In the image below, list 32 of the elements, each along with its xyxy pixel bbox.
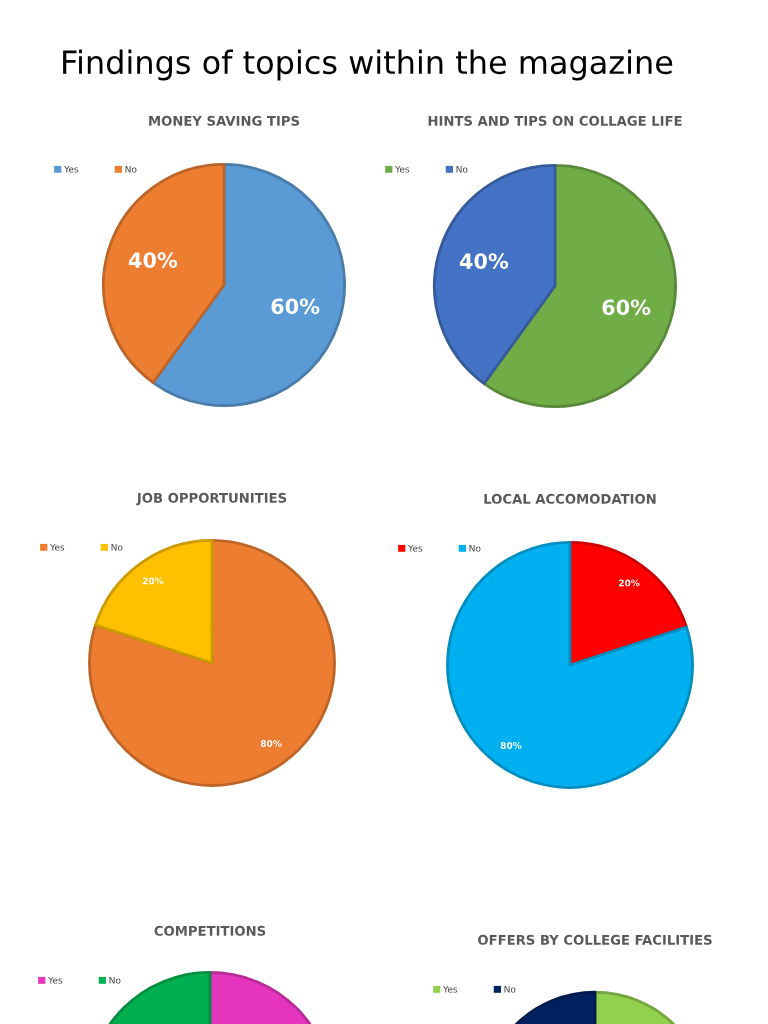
legend-label: No <box>504 985 516 993</box>
data-label: 80% <box>500 742 522 749</box>
chart-title: COMPETITIONS <box>154 925 266 936</box>
data-label: 60% <box>602 299 651 316</box>
legend-label: Yes <box>48 976 63 984</box>
data-label: 80% <box>260 740 282 747</box>
data-label: 20% <box>142 577 164 585</box>
legend-label: No <box>456 165 468 173</box>
data-label: 60% <box>271 298 320 315</box>
legend-label: Yes <box>50 543 65 551</box>
chart-title: JOB OPPORTUNITIES <box>136 492 287 506</box>
legend-label: No <box>469 544 481 552</box>
legend-label: Yes <box>64 165 79 173</box>
legend-label: No <box>109 976 121 984</box>
chart-title: HINTS AND TIPS ON COLLAGE LIFE <box>428 115 682 126</box>
pie-slice <box>102 163 226 384</box>
chart-title: LOCAL ACCOMODATION <box>484 493 656 504</box>
data-label: 20% <box>618 579 640 587</box>
chart-title: OFFERS BY COLLEGE FACILITIES <box>478 934 712 945</box>
legend-label: Yes <box>395 165 410 173</box>
pie-slice <box>433 164 557 385</box>
legend-label: Yes <box>408 544 423 552</box>
pie-slice <box>88 539 336 787</box>
data-label: 40% <box>459 253 509 269</box>
legend-label: No <box>111 543 123 551</box>
pie-slice <box>446 541 694 789</box>
chart-title: MONEY SAVING TIPS <box>149 115 300 126</box>
legend-label: Yes <box>443 985 458 993</box>
pie-slice <box>94 539 214 665</box>
data-label: 40% <box>128 252 178 268</box>
text: Findings of topics within the magazine <box>63 49 673 81</box>
legend-label: No <box>125 165 137 173</box>
